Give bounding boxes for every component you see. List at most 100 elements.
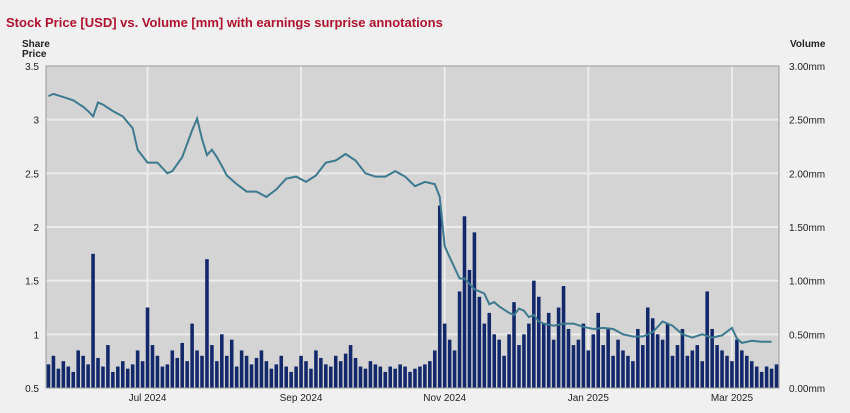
- volume-bar: [546, 312, 551, 388]
- volume-bar: [368, 361, 373, 388]
- plot-border: [45, 65, 780, 389]
- y-right-tick-label: 0.00mm: [789, 384, 825, 395]
- volume-bar: [705, 291, 709, 388]
- volume-bar: [690, 350, 695, 388]
- volume-bar: [175, 357, 180, 388]
- volume-bar: [363, 368, 368, 388]
- volume-bar: [378, 366, 383, 388]
- volume-bar: [46, 364, 51, 388]
- y-right-tick-label: 0.50mm: [789, 330, 825, 341]
- volume-bar: [551, 339, 556, 388]
- y-left-axis-title-line1: Share: [22, 39, 50, 50]
- volume-bar: [616, 339, 620, 388]
- volume-bar: [220, 334, 224, 388]
- volume-bar: [423, 364, 427, 388]
- volume-bar: [81, 355, 85, 388]
- y-left-tick-label: 3: [33, 116, 39, 127]
- volume-bar: [398, 364, 402, 388]
- volume-bar: [358, 366, 363, 388]
- volume-bar: [309, 368, 313, 388]
- volume-bar: [537, 296, 541, 388]
- volume-bar: [759, 371, 764, 388]
- y-right-axis-title: Volume: [790, 39, 826, 50]
- volume-bar: [606, 328, 610, 388]
- volume-bar: [239, 350, 244, 388]
- volume-bar: [160, 366, 165, 388]
- volume-bar: [190, 323, 194, 388]
- volume-bar: [754, 366, 759, 388]
- volume-bar: [165, 364, 170, 388]
- volume-bar: [76, 350, 80, 388]
- volume-bar: [195, 350, 199, 388]
- volume-bar: [745, 355, 749, 388]
- y-right-tick-label: 1.50mm: [789, 223, 825, 234]
- volume-bar: [324, 364, 328, 388]
- volume-bar: [428, 361, 432, 388]
- x-tick-label: Nov 2024: [423, 393, 466, 404]
- volume-bar: [314, 350, 318, 388]
- volume-bar: [665, 323, 670, 388]
- volume-bar: [522, 334, 526, 388]
- volume-bar: [215, 361, 219, 388]
- x-tick-label: Sep 2024: [280, 393, 323, 404]
- volume-bar: [348, 345, 353, 388]
- volume-bar: [61, 361, 66, 388]
- volume-bar: [774, 364, 779, 388]
- volume-bar: [106, 345, 110, 388]
- volume-bar: [140, 361, 145, 388]
- volume-bar: [101, 366, 105, 388]
- volume-bar: [764, 366, 769, 388]
- volume-bar: [269, 368, 274, 388]
- volume-bar: [566, 328, 571, 388]
- volume-bar: [180, 342, 184, 388]
- volume-bar: [264, 361, 269, 388]
- volume-bar: [403, 366, 407, 388]
- y-left-tick-label: 1.5: [25, 277, 39, 288]
- volume-bar: [413, 368, 417, 388]
- volume-bar: [91, 253, 95, 388]
- volume-bar: [304, 361, 308, 388]
- volume-bar: [576, 339, 581, 388]
- x-tick-label: Jul 2024: [129, 393, 167, 404]
- y-left-tick-label: 1: [33, 330, 39, 341]
- volume-bar: [670, 355, 675, 388]
- volume-bar: [700, 361, 705, 388]
- volume-bar: [319, 357, 323, 388]
- volume-bar: [353, 357, 358, 388]
- volume-bar: [581, 323, 586, 388]
- volume-bar: [229, 339, 234, 388]
- x-tick-label: Jan 2025: [568, 393, 610, 404]
- volume-bar: [145, 307, 150, 388]
- volume-bar: [338, 361, 343, 388]
- volume-bar: [512, 302, 516, 388]
- volume-bar: [710, 328, 714, 388]
- y-left-tick-label: 3.5: [25, 62, 39, 73]
- volume-bar: [294, 366, 298, 388]
- volume-bar: [769, 368, 774, 388]
- volume-bar: [467, 269, 472, 388]
- volume-bar: [66, 366, 71, 388]
- volume-bar: [447, 339, 452, 388]
- volume-bar: [259, 350, 264, 388]
- x-tick-label: Mar 2025: [711, 393, 754, 404]
- y-left-tick-label: 2: [33, 223, 39, 234]
- volume-bar: [373, 364, 378, 388]
- volume-bar: [437, 205, 442, 388]
- volume-bar: [284, 366, 288, 388]
- volume-bar: [457, 291, 462, 388]
- volume-bar: [497, 339, 501, 388]
- volume-bar: [289, 371, 293, 388]
- volume-bar: [234, 366, 239, 388]
- volume-bar: [388, 366, 392, 388]
- axis-layer: 3.5 3 2.5 2 1.5 1 0.5 3.00mm 2.50mm 2.00mm 1.50mm 1…: [25, 62, 825, 404]
- volume-bar: [740, 350, 744, 388]
- volume-bar: [749, 361, 754, 388]
- volume-bar: [433, 350, 437, 388]
- volume-bar: [408, 371, 412, 388]
- y-right-tick-label: 3.00mm: [789, 62, 825, 73]
- volume-bar: [532, 280, 536, 388]
- volume-bar: [660, 339, 665, 388]
- y-left-axis-title: Share Price: [22, 40, 50, 60]
